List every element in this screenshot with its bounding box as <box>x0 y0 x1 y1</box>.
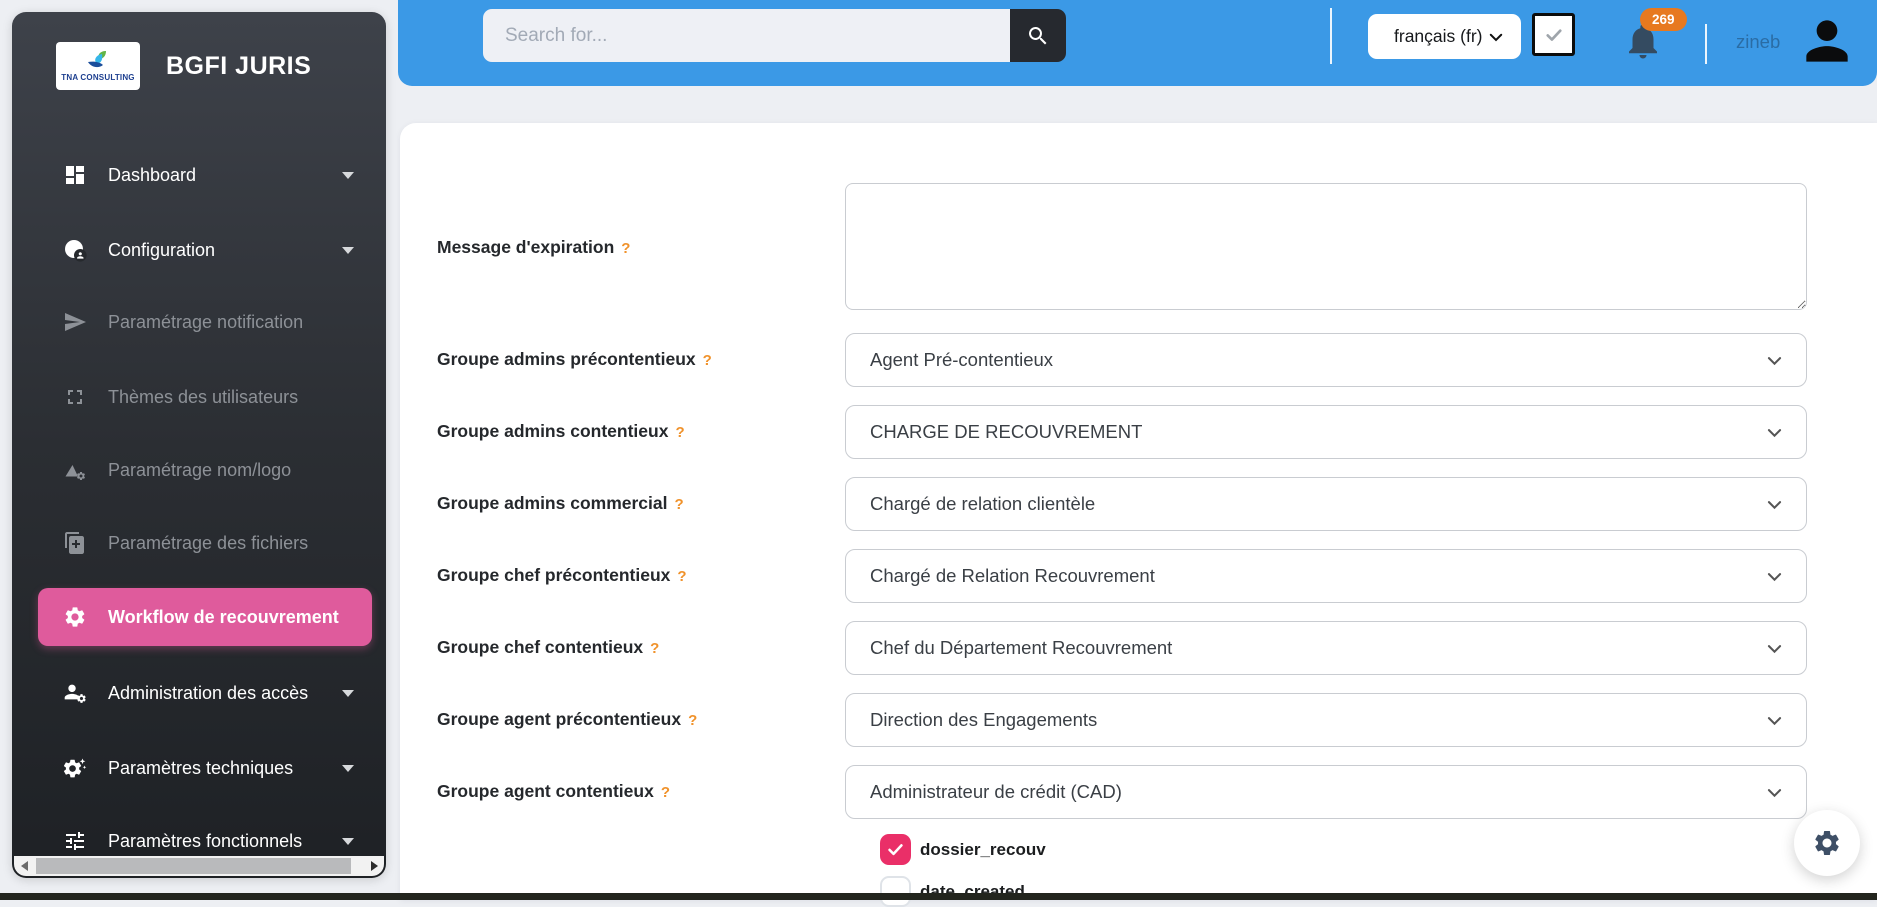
sidebar-horizontal-scrollbar[interactable] <box>14 856 384 876</box>
user-avatar-button[interactable] <box>1796 10 1858 72</box>
help-icon[interactable]: ? <box>677 568 687 585</box>
sidebar-item-workflow-recouvrement[interactable]: Workflow de recouvrement <box>38 588 372 646</box>
chevron-down-icon <box>1765 351 1784 370</box>
help-icon[interactable]: ? <box>621 240 631 257</box>
gear-icon <box>62 605 88 629</box>
brand: TNA CONSULTING BGFI JURIS <box>56 42 311 90</box>
help-icon[interactable]: ? <box>688 712 698 729</box>
avatar-icon <box>1796 10 1858 72</box>
checkbox-dossier-recouv[interactable] <box>880 834 911 865</box>
chevron-down-icon <box>1765 639 1784 658</box>
checkmark-icon <box>1544 25 1564 45</box>
field-label-groupe-agent-contentieux: Groupe agent contentieux? <box>437 781 670 801</box>
chevron-down-icon <box>1765 495 1784 514</box>
sidebar-item-parametrage-fichiers[interactable]: Paramétrage des fichiers <box>38 520 372 566</box>
field-label-groupe-admins-commercial: Groupe admins commercial? <box>437 493 684 513</box>
files-icon <box>62 531 88 555</box>
gear-icon <box>1812 828 1842 858</box>
checkbox-date-created[interactable] <box>880 876 911 907</box>
sidebar-item-parametrage-notification[interactable]: Paramétrage notification <box>38 299 372 345</box>
chevron-down-icon <box>342 171 354 179</box>
topbar: français (fr) 269 zineb <box>398 0 1877 86</box>
topbar-divider <box>1705 24 1707 64</box>
notification-count-badge: 269 <box>1640 8 1687 31</box>
language-select[interactable]: français (fr) <box>1368 14 1521 59</box>
settings-fab-button[interactable] <box>1794 810 1860 876</box>
search-icon <box>1026 24 1050 48</box>
help-icon[interactable]: ? <box>675 424 685 441</box>
bottom-edge-strip <box>0 893 1877 900</box>
sliders-icon <box>62 829 88 853</box>
field-label-message-expiration: Message d'expiration? <box>437 237 631 257</box>
sidebar-item-parametrage-nom-logo[interactable]: Paramétrage nom/logo <box>38 447 372 493</box>
sidebar-item-themes-utilisateurs[interactable]: Thèmes des utilisateurs <box>38 374 372 420</box>
sidebar-item-parametres-fonctionnels[interactable]: Paramètres fonctionnels <box>38 818 372 864</box>
logo-leaves-icon <box>88 50 106 67</box>
select-groupe-chef-contentieux[interactable]: Chef du Département Recouvrement <box>845 621 1807 675</box>
select-groupe-agent-contentieux[interactable]: Administrateur de crédit (CAD) <box>845 765 1807 819</box>
scroll-right-arrow[interactable] <box>364 861 384 871</box>
field-label-groupe-agent-precontentieux: Groupe agent précontentieux? <box>437 709 698 729</box>
field-label-groupe-chef-precontentieux: Groupe chef précontentieux? <box>437 565 687 585</box>
help-icon[interactable]: ? <box>650 640 660 657</box>
sidebar-item-dashboard[interactable]: Dashboard <box>38 152 372 198</box>
search-bar <box>483 9 1066 62</box>
fullscreen-icon <box>62 385 88 409</box>
search-button[interactable] <box>1010 9 1066 62</box>
chevron-down-icon <box>342 837 354 845</box>
user-gear-icon <box>62 681 88 705</box>
chevron-down-icon <box>1765 783 1784 802</box>
chevron-down-icon <box>1765 567 1784 586</box>
chevron-down-icon <box>342 689 354 697</box>
configuration-icon <box>62 238 88 262</box>
select-groupe-admins-commercial[interactable]: Chargé de relation clientèle <box>845 477 1807 531</box>
field-label-groupe-chef-contentieux: Groupe chef contentieux? <box>437 637 660 657</box>
confirm-check-button[interactable] <box>1532 13 1575 56</box>
logo-text: TNA CONSULTING <box>61 72 135 82</box>
help-icon[interactable]: ? <box>660 784 670 801</box>
sidebar: TNA CONSULTING BGFI JURIS Dashboard Conf… <box>12 12 386 878</box>
expiration-message-textarea[interactable] <box>845 183 1807 310</box>
app-title: BGFI JURIS <box>166 51 312 80</box>
scroll-left-arrow[interactable] <box>14 861 34 871</box>
help-icon[interactable]: ? <box>702 352 712 369</box>
field-label-groupe-admins-precontentieux: Groupe admins précontentieux? <box>437 349 712 369</box>
send-icon <box>62 310 88 334</box>
chevron-down-icon <box>1487 28 1505 46</box>
username-label: zineb <box>1736 31 1781 52</box>
gear-sparkle-icon <box>62 756 88 780</box>
chevron-down-icon <box>1765 423 1784 442</box>
sidebar-item-parametres-techniques[interactable]: Paramètres techniques <box>38 745 372 791</box>
field-label-groupe-admins-contentieux: Groupe admins contentieux? <box>437 421 685 441</box>
chevron-down-icon <box>342 764 354 772</box>
topbar-divider <box>1330 8 1332 64</box>
help-icon[interactable]: ? <box>674 496 684 513</box>
select-groupe-admins-precontentieux[interactable]: Agent Pré-contentieux <box>845 333 1807 387</box>
checkmark-icon <box>886 840 905 859</box>
sidebar-item-administration-acces[interactable]: Administration des accès <box>38 670 372 716</box>
chevron-down-icon <box>1765 711 1784 730</box>
language-selected-value: français (fr) <box>1394 26 1483 46</box>
select-groupe-admins-contentieux[interactable]: CHARGE DE RECOUVREMENT <box>845 405 1807 459</box>
image-gear-icon <box>62 458 88 482</box>
checkbox-label-dossier-recouv: dossier_recouv <box>920 840 1046 859</box>
chevron-down-icon <box>342 246 354 254</box>
select-groupe-chef-precontentieux[interactable]: Chargé de Relation Recouvrement <box>845 549 1807 603</box>
tna-consulting-logo: TNA CONSULTING <box>56 42 140 90</box>
select-groupe-agent-precontentieux[interactable]: Direction des Engagements <box>845 693 1807 747</box>
sidebar-item-configuration[interactable]: Configuration <box>38 227 372 273</box>
search-input[interactable] <box>483 9 1010 62</box>
dashboard-icon <box>62 163 88 187</box>
scrollbar-thumb[interactable] <box>36 858 351 874</box>
